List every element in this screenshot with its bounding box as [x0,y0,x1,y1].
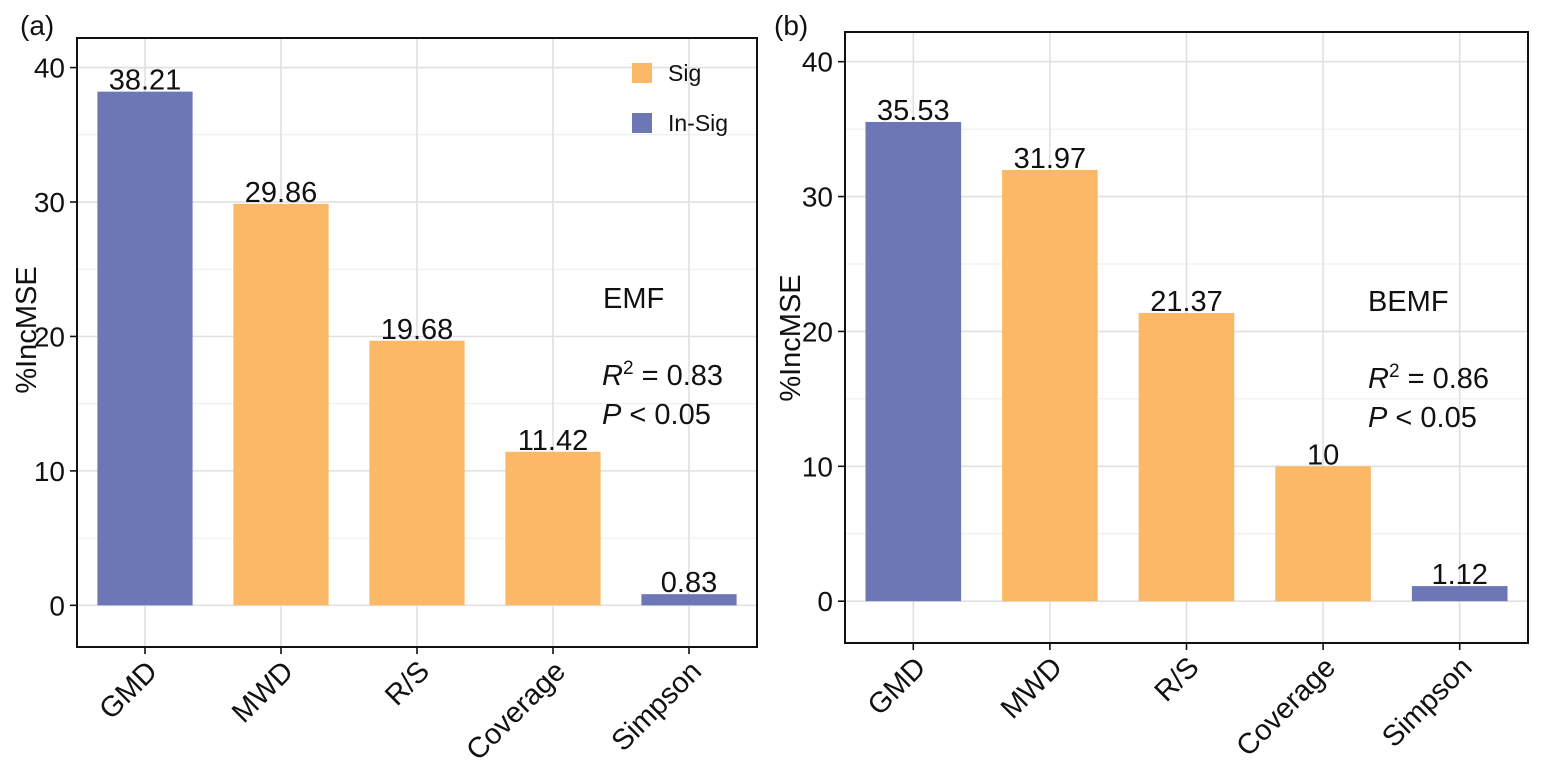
bar-mwd [1002,169,1098,602]
panel-b: 35.53 31.97 21.37 10 1.12 0 10 20 30 40 GMD MWD R/S C… [774,10,1529,763]
x-tick-label: Simpson [1376,651,1478,753]
x-tick-label: R/S [1149,651,1206,708]
legend-label-sig: Sig [668,60,701,86]
y-tick-label: 20 [802,316,833,347]
x-tick-label: MWD [995,651,1069,725]
y-tick-label: 30 [802,182,833,213]
panel-label: (a) [20,10,54,41]
y-tick-label: 10 [34,456,65,487]
bar-value-label: 19.68 [381,314,454,346]
legend-label-insig: In-Sig [668,110,728,136]
r2-annotation: R2 = 0.83 [602,358,723,392]
y-axis-title: %IncMSE [11,266,43,393]
y-tick-label: 10 [802,451,833,482]
bar-mwd [233,203,329,606]
panel-title: EMF [603,283,664,315]
bar-value-label: 11.42 [518,425,588,457]
bar-gmd [865,121,962,602]
x-tick-label: GMD [862,651,932,721]
bar-value-label: 35.53 [877,95,950,127]
bar-value-label: 29.86 [245,177,318,209]
panel-a: 38.21 29.86 19.68 11.42 0.83 0 10 20 30 40 GMD MWD R… [11,10,758,767]
bar-value-label: 1.12 [1431,559,1487,591]
bar-coverage [1275,466,1371,602]
bar-value-label: 0.83 [661,567,717,599]
panel-label: (b) [774,10,808,41]
bar-value-label: 38.21 [109,65,182,97]
bar-value-label: 31.97 [1014,143,1087,175]
y-tick-label: 20 [34,321,65,352]
legend-swatch-insig [632,113,652,133]
r2-annotation: R2 = 0.86 [1368,361,1489,395]
y-tick-label: 40 [34,53,65,84]
bar-value-label: 21.37 [1150,286,1223,318]
legend-swatch-sig [632,63,652,83]
bar-r-s [369,340,465,606]
bar-simpson [1411,586,1508,602]
x-tick-label: Coverage [460,655,572,767]
bar-gmd [97,91,193,606]
x-tick-label: GMD [93,655,163,725]
legend: Sig In-Sig [632,60,728,136]
y-tick-label: 30 [34,187,65,218]
y-tick-label: 40 [802,47,833,78]
panel-title: BEMF [1368,286,1449,318]
x-tick-label: R/S [379,655,436,712]
x-tick-label: Simpson [606,655,708,757]
x-tick-label: Coverage [1231,651,1343,763]
bar-value-label: 10 [1307,439,1339,471]
bar-simpson [641,594,737,606]
y-tick-label: 0 [817,586,833,617]
bar-coverage [505,451,601,606]
x-tick-label: MWD [226,655,300,729]
p-annotation: P < 0.05 [1368,402,1477,434]
y-axis-title: %IncMSE [775,274,807,401]
p-annotation: P < 0.05 [602,399,711,431]
bar-r-s [1138,312,1235,602]
y-tick-label: 0 [49,590,65,621]
